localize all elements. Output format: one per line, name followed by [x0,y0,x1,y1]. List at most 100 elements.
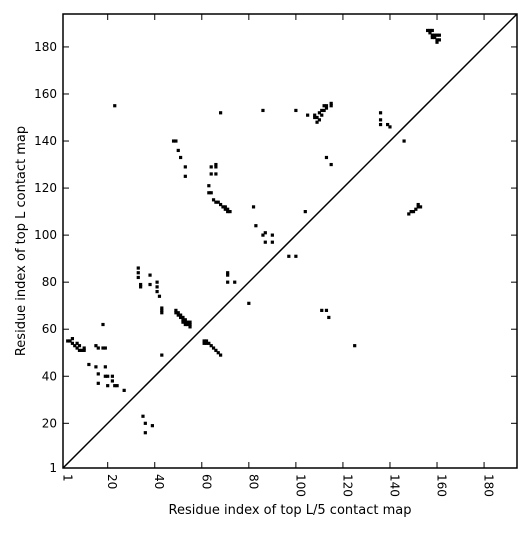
contact-point [219,202,223,207]
contact-point [214,165,218,169]
contact-point [378,118,383,122]
contact-point [428,28,432,33]
contact-point [430,33,434,37]
contact-point [115,384,119,388]
contact-point [263,231,267,235]
contact-point [270,233,274,237]
contact-point [113,104,117,108]
contact-point [179,313,183,317]
contact-point [430,35,434,40]
contact-point [219,353,223,357]
contact-point [136,271,140,275]
contact-point [209,344,213,348]
contact-point [263,240,267,244]
contact-point [73,344,77,348]
contact-point [294,254,298,258]
contact-point [233,280,237,284]
y-tick-label: 120 [34,181,57,195]
contact-point [226,210,230,214]
contact-point [77,344,82,348]
contact-point [411,210,416,214]
contact-point [181,318,185,322]
contact-point [226,273,230,277]
contact-point [87,362,91,367]
contact-point [320,108,324,113]
contact-point [148,273,152,277]
contact-point [313,113,317,117]
contact-point [103,374,107,378]
x-tick-label: 20 [105,474,119,489]
contact-point [96,381,100,385]
contact-point [77,348,82,352]
y-tick-label: 40 [42,369,57,383]
contact-point [136,275,140,280]
contact-point [388,125,392,129]
contact-point [378,111,383,115]
contact-point [329,104,333,108]
y-tick-label: 60 [42,322,57,336]
contact-point [171,139,176,143]
contact-point [303,210,307,214]
contact-point [110,379,114,383]
contact-point [428,31,432,35]
contact-points [66,28,441,435]
contact-point [322,108,326,113]
contact-point [216,200,220,204]
contact-point [160,308,164,312]
contact-point [103,365,107,369]
x-tick-label: 1 [61,474,75,482]
contact-point [96,346,100,350]
contact-point [181,320,185,324]
contact-point [207,191,211,195]
contact-point [433,33,437,37]
contact-point [313,115,317,120]
contact-point [315,115,319,120]
contact-point [433,35,437,40]
contact-point [228,210,232,214]
contact-point [437,33,441,37]
contact-point [155,285,159,289]
contact-point [221,205,225,209]
contact-point [183,318,187,322]
diagonal-line [62,13,518,469]
contact-point [254,224,258,228]
contact-point [437,38,441,42]
contact-point [176,313,180,317]
y-tick-label: 160 [34,87,57,101]
x-tick-label: 100 [293,474,307,497]
contact-point [214,172,218,176]
contact-point [174,311,178,315]
x-axis-ticks: 1 20 40 60 80 100 120 140 160 180 [61,14,496,497]
contact-point [261,233,265,237]
contact-point [407,212,411,216]
contact-point [139,285,143,289]
y-axis-label: Residue index of top L contact map [14,126,29,356]
contact-point [324,106,329,110]
contact-point [68,339,72,343]
contact-point [141,414,145,418]
contact-point [435,33,439,37]
contact-point [416,205,420,209]
contact-point [103,346,107,350]
contact-point [223,207,227,211]
contact-point [101,346,105,350]
contact-point [223,205,227,209]
contact-point [157,294,162,298]
contact-point [430,28,434,33]
contact-point [204,341,209,345]
contact-point [378,122,383,127]
contact-point [66,339,70,343]
x-tick-label: 120 [340,474,354,497]
contact-point [143,421,147,425]
contact-point [101,322,105,327]
contact-point [155,280,159,284]
contact-point [315,120,319,124]
contact-point [70,341,75,345]
contact-point [188,325,192,329]
contact-point [176,148,180,153]
contact-point [186,320,190,324]
contact-point [416,202,420,207]
x-axis-label: Residue index of top L/5 contact map [169,503,412,518]
